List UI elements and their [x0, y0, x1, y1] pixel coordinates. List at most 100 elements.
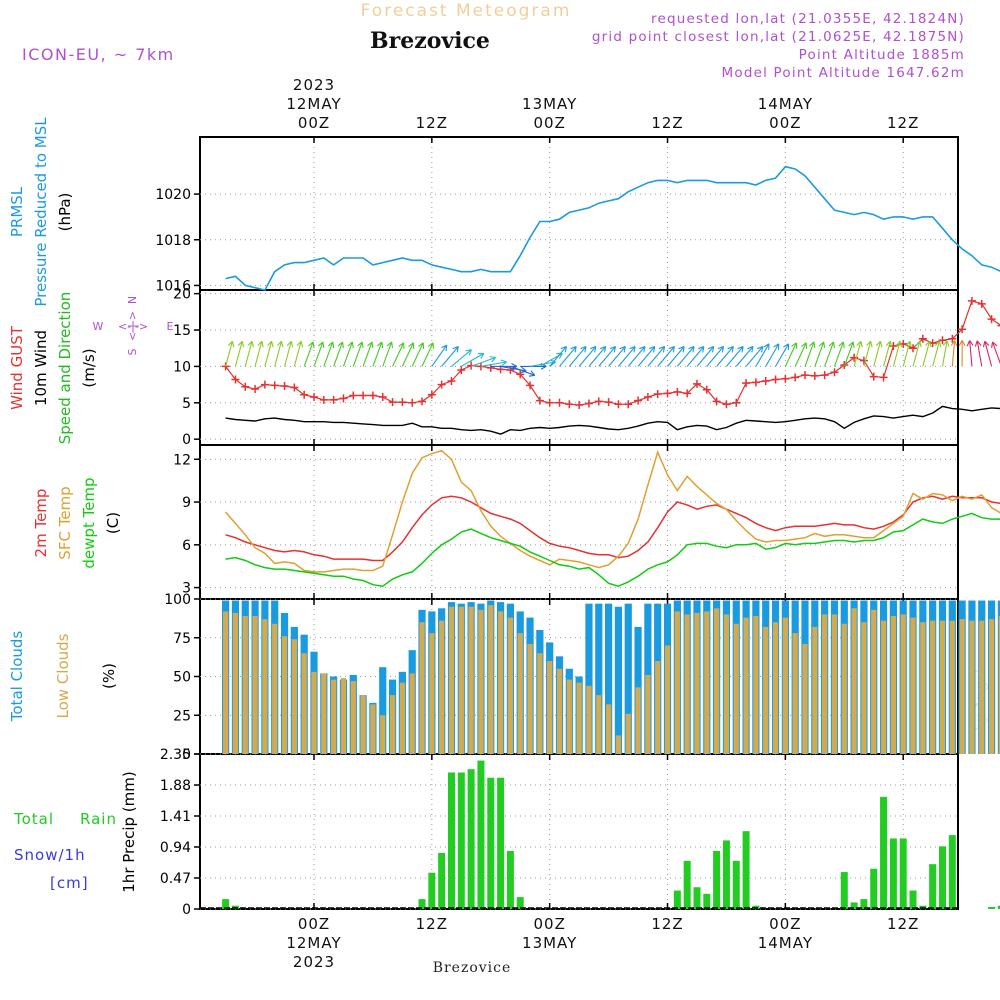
- gust-point: [663, 389, 672, 398]
- direction-arrow: [431, 344, 448, 367]
- ytick-label: 5: [182, 396, 191, 412]
- direction-arrow: [441, 346, 459, 367]
- direction-arrow-head: [838, 341, 845, 348]
- gust-point: [427, 390, 436, 399]
- direction-arrow-head: [905, 340, 912, 348]
- gust-point: [948, 334, 957, 343]
- rain-bar: [889, 838, 897, 909]
- low-cloud-bar: [272, 623, 278, 754]
- direction-arrow: [372, 341, 383, 367]
- gust-point: [319, 395, 328, 404]
- clouds-label: Low Clouds: [54, 633, 72, 718]
- direction-arrow: [323, 341, 334, 367]
- low-cloud-bar: [223, 611, 229, 754]
- gust-point: [535, 396, 544, 405]
- wind-label: (m/s): [80, 348, 98, 387]
- gust-point: [820, 371, 829, 380]
- gust-point: [555, 398, 564, 407]
- low-cloud-bar: [547, 661, 553, 754]
- precip-total-label: Total: [13, 810, 54, 828]
- gust-point: [545, 398, 554, 407]
- direction-arrow-head: [296, 340, 304, 348]
- direction-arrow: [883, 341, 891, 367]
- rain-bar: [929, 864, 937, 909]
- ytick-label: 15: [173, 323, 191, 339]
- rain-bar: [742, 831, 750, 909]
- direction-arrow: [549, 346, 567, 367]
- total-cloud-bar: [595, 603, 603, 754]
- low-cloud-bar: [291, 639, 297, 754]
- total-cloud-bar: [585, 603, 593, 754]
- direction-arrow-head: [570, 345, 577, 353]
- low-cloud-bar: [694, 612, 700, 754]
- gust-point: [938, 336, 947, 345]
- rain-bar: [447, 772, 455, 909]
- low-cloud-bar: [851, 608, 857, 754]
- rain-bar: [850, 902, 858, 909]
- low-cloud-bar: [556, 668, 563, 754]
- precip-unit-label: [cm]: [50, 874, 89, 892]
- gust-point: [918, 334, 927, 343]
- wind-label: Wind GUST: [8, 325, 26, 410]
- direction-arrow: [843, 341, 854, 367]
- gust-point: [270, 381, 279, 390]
- top-time-label: 2023: [293, 76, 335, 94]
- direction-arrow-head: [698, 345, 705, 353]
- low-cloud-bar: [822, 614, 828, 754]
- direction-arrow-head: [773, 343, 780, 350]
- gust-point: [712, 397, 721, 406]
- rain-bar: [506, 850, 514, 909]
- gust-point: [742, 379, 751, 388]
- direction-arrow: [775, 343, 790, 367]
- ytick-label: 3: [182, 581, 191, 597]
- low-cloud-bar: [772, 622, 779, 754]
- direction-arrow-head: [386, 341, 394, 348]
- direction-arrow: [745, 346, 764, 367]
- ytick-label: 1016: [155, 278, 191, 294]
- gust-point: [869, 372, 878, 381]
- gust-point: [722, 400, 731, 409]
- low-cloud-bar: [890, 616, 896, 754]
- rain-bar: [683, 860, 691, 909]
- low-cloud-bar: [674, 611, 680, 754]
- gust-point: [437, 380, 446, 389]
- direction-arrow-head: [528, 370, 536, 377]
- direction-arrow-head: [958, 340, 966, 346]
- rain-bar: [732, 860, 740, 909]
- gust-point: [771, 375, 780, 384]
- rain-bar: [713, 850, 721, 909]
- low-cloud-bar: [527, 643, 533, 754]
- low-cloud-bar: [448, 606, 455, 754]
- ytick-label: 1.88: [160, 778, 191, 794]
- direction-arrow: [824, 341, 835, 367]
- low-cloud-bar: [733, 623, 739, 754]
- direction-arrow: [578, 346, 597, 367]
- low-cloud-bar: [831, 614, 838, 754]
- low-cloud-bar: [753, 616, 759, 754]
- gust-point: [280, 382, 289, 391]
- direction-arrow-head: [237, 340, 245, 348]
- top-time-label: 12Z: [416, 114, 448, 132]
- low-cloud-bar: [979, 620, 985, 754]
- low-cloud-bar: [458, 606, 464, 754]
- low-cloud-bar: [988, 619, 995, 754]
- gust-point: [506, 366, 515, 375]
- compass-n-icon: N: [126, 296, 139, 304]
- low-cloud-bar: [625, 713, 631, 754]
- gust-point: [349, 391, 358, 400]
- gust-point: [388, 398, 397, 407]
- direction-arrow: [735, 346, 754, 367]
- gust-series: [225, 300, 1000, 406]
- low-cloud-bar: [969, 620, 975, 754]
- direction-arrow: [333, 341, 344, 367]
- low-cloud-bar: [262, 619, 268, 754]
- direction-arrow-head: [717, 345, 725, 353]
- low-cloud-bar: [910, 617, 916, 754]
- rain-bar: [497, 777, 505, 909]
- low-cloud-bar: [360, 695, 366, 754]
- direction-arrow: [853, 341, 862, 367]
- rain-bar: [693, 887, 701, 909]
- wind-label: Speed and Direction: [56, 292, 74, 445]
- clouds-label: (%): [100, 663, 118, 689]
- direction-arrow: [676, 346, 695, 367]
